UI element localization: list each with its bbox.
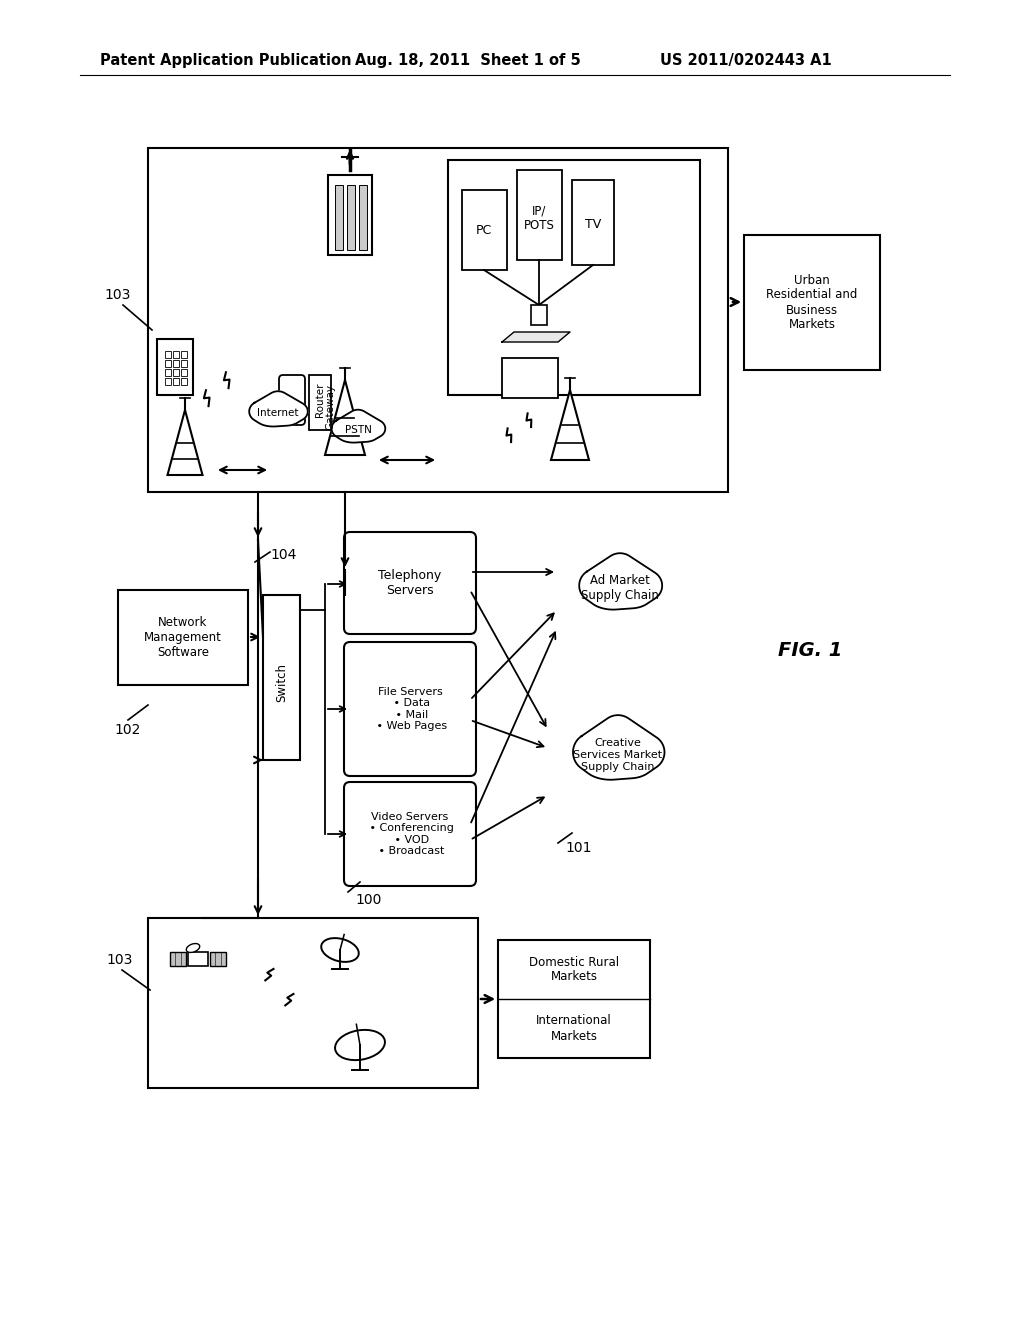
Text: FIG. 1: FIG. 1 bbox=[778, 640, 842, 660]
FancyBboxPatch shape bbox=[309, 375, 331, 430]
FancyBboxPatch shape bbox=[181, 360, 187, 367]
FancyBboxPatch shape bbox=[328, 176, 372, 255]
FancyBboxPatch shape bbox=[344, 642, 476, 776]
Text: 100: 100 bbox=[355, 894, 381, 907]
Polygon shape bbox=[249, 391, 308, 426]
FancyBboxPatch shape bbox=[165, 378, 171, 385]
FancyBboxPatch shape bbox=[170, 952, 186, 966]
Text: Internet: Internet bbox=[257, 408, 299, 418]
FancyBboxPatch shape bbox=[165, 370, 171, 376]
FancyBboxPatch shape bbox=[188, 952, 208, 966]
FancyBboxPatch shape bbox=[359, 185, 367, 249]
FancyBboxPatch shape bbox=[449, 160, 700, 395]
FancyBboxPatch shape bbox=[263, 595, 300, 760]
Text: International
Markets: International Markets bbox=[537, 1015, 612, 1043]
FancyBboxPatch shape bbox=[181, 378, 187, 385]
FancyBboxPatch shape bbox=[181, 351, 187, 358]
Text: Router: Router bbox=[315, 383, 325, 417]
Text: Urban
Residential and
Business
Markets: Urban Residential and Business Markets bbox=[766, 273, 858, 331]
FancyBboxPatch shape bbox=[118, 590, 248, 685]
Text: 103: 103 bbox=[104, 288, 130, 302]
Text: File Servers
 • Data
 • Mail
 • Web Pages: File Servers • Data • Mail • Web Pages bbox=[373, 686, 447, 731]
Ellipse shape bbox=[322, 939, 358, 962]
FancyBboxPatch shape bbox=[498, 940, 650, 1059]
Polygon shape bbox=[573, 715, 665, 780]
FancyBboxPatch shape bbox=[165, 351, 171, 358]
FancyBboxPatch shape bbox=[347, 185, 355, 249]
FancyBboxPatch shape bbox=[148, 917, 478, 1088]
FancyBboxPatch shape bbox=[165, 360, 171, 367]
FancyBboxPatch shape bbox=[344, 781, 476, 886]
FancyBboxPatch shape bbox=[335, 185, 343, 249]
Text: Aug. 18, 2011  Sheet 1 of 5: Aug. 18, 2011 Sheet 1 of 5 bbox=[355, 53, 581, 67]
Polygon shape bbox=[332, 409, 385, 442]
Text: Telephony
Servers: Telephony Servers bbox=[379, 569, 441, 597]
FancyBboxPatch shape bbox=[517, 170, 562, 260]
FancyBboxPatch shape bbox=[173, 378, 179, 385]
FancyBboxPatch shape bbox=[744, 235, 880, 370]
FancyBboxPatch shape bbox=[157, 339, 193, 395]
Text: Ad Market
Supply Chain: Ad Market Supply Chain bbox=[581, 574, 658, 602]
Text: Switch: Switch bbox=[275, 663, 288, 702]
FancyBboxPatch shape bbox=[181, 370, 187, 376]
Ellipse shape bbox=[335, 1030, 385, 1060]
Polygon shape bbox=[168, 411, 203, 475]
FancyBboxPatch shape bbox=[173, 370, 179, 376]
FancyBboxPatch shape bbox=[148, 148, 728, 492]
Text: PC: PC bbox=[476, 223, 493, 236]
Text: Video Servers
 • Conferencing
 • VOD
 • Broadcast: Video Servers • Conferencing • VOD • Bro… bbox=[366, 812, 454, 857]
FancyBboxPatch shape bbox=[173, 351, 179, 358]
Polygon shape bbox=[580, 553, 663, 610]
Text: Network
Management
Software: Network Management Software bbox=[144, 616, 222, 659]
Polygon shape bbox=[325, 380, 365, 455]
FancyBboxPatch shape bbox=[502, 358, 558, 399]
Text: Patent Application Publication: Patent Application Publication bbox=[100, 53, 351, 67]
Text: TV: TV bbox=[585, 219, 601, 231]
FancyBboxPatch shape bbox=[173, 360, 179, 367]
Text: IP/
POTS: IP/ POTS bbox=[523, 205, 554, 232]
FancyBboxPatch shape bbox=[344, 532, 476, 634]
Text: US 2011/0202443 A1: US 2011/0202443 A1 bbox=[660, 53, 831, 67]
Text: Creative
Services Market
Supply Chain: Creative Services Market Supply Chain bbox=[573, 738, 663, 772]
FancyBboxPatch shape bbox=[462, 190, 507, 271]
Polygon shape bbox=[502, 333, 570, 342]
FancyBboxPatch shape bbox=[531, 305, 547, 325]
FancyBboxPatch shape bbox=[572, 180, 614, 265]
Text: Domestic Rural
Markets: Domestic Rural Markets bbox=[529, 956, 620, 983]
Text: PSTN: PSTN bbox=[344, 425, 372, 436]
Text: 102: 102 bbox=[114, 723, 140, 737]
FancyBboxPatch shape bbox=[279, 375, 305, 425]
Text: Gateway: Gateway bbox=[325, 384, 335, 430]
Text: 103: 103 bbox=[106, 953, 132, 968]
FancyBboxPatch shape bbox=[210, 952, 226, 966]
Text: 101: 101 bbox=[565, 841, 592, 855]
Ellipse shape bbox=[186, 944, 200, 953]
Text: 104: 104 bbox=[270, 548, 296, 562]
Polygon shape bbox=[551, 389, 589, 459]
